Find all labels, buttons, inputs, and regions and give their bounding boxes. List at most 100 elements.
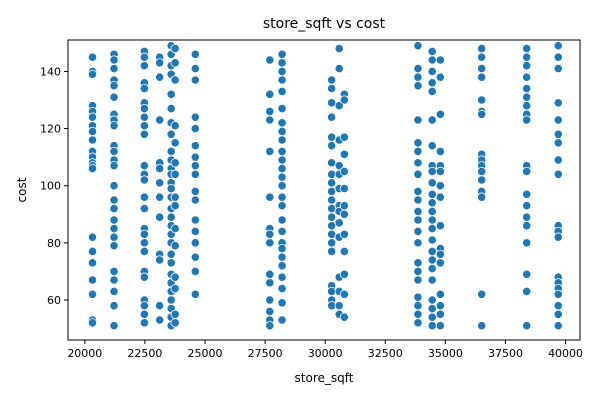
data-point (277, 243, 287, 254)
data-point (435, 55, 445, 65)
data-point (327, 169, 337, 179)
data-point (522, 212, 532, 222)
data-point (170, 75, 180, 85)
data-point (522, 52, 532, 62)
data-point (109, 121, 119, 131)
data-point (277, 215, 287, 225)
data-point (265, 146, 275, 157)
data-point (155, 212, 165, 222)
data-point (139, 52, 149, 62)
data-point (109, 146, 119, 157)
data-point (435, 72, 445, 82)
data-point (190, 141, 200, 151)
data-point (413, 301, 423, 311)
data-point (166, 89, 176, 99)
data-point (265, 55, 275, 65)
data-point (413, 115, 423, 125)
data-point (166, 129, 176, 139)
data-point (522, 189, 532, 199)
data-point (477, 72, 487, 82)
data-point (109, 195, 119, 205)
x-tick-label: 25000 (188, 347, 223, 360)
data-point (139, 318, 149, 328)
data-point (139, 238, 149, 248)
data-point (435, 258, 445, 268)
data-point (190, 289, 200, 299)
data-point (327, 141, 337, 151)
data-point (87, 135, 98, 145)
data-point (170, 201, 180, 211)
data-point (170, 43, 180, 54)
data-point (427, 303, 437, 314)
data-point (427, 141, 437, 151)
data-point (553, 129, 563, 139)
data-point (155, 315, 165, 325)
x-tick-label: 30000 (308, 347, 343, 360)
data-point (139, 103, 149, 114)
data-point (553, 63, 563, 74)
data-point (277, 272, 287, 282)
data-point (553, 52, 563, 62)
data-point (139, 203, 149, 214)
data-point (265, 192, 275, 202)
data-point (139, 272, 149, 282)
data-point (109, 301, 119, 311)
data-points (87, 41, 563, 331)
data-point (327, 83, 337, 94)
data-point (87, 258, 98, 268)
data-point (155, 178, 165, 188)
y-axis: 60 80 100 120 140 (40, 65, 68, 307)
data-point (109, 92, 119, 102)
y-tick-label: 60 (47, 294, 61, 307)
data-point (435, 166, 445, 177)
data-point (435, 109, 445, 119)
data-point (339, 209, 349, 219)
data-point (427, 263, 437, 274)
data-point (327, 178, 337, 188)
chart-title: store_sqft vs cost (263, 16, 386, 32)
x-tick-label: 22500 (127, 347, 162, 360)
data-point (339, 269, 349, 279)
data-point (427, 255, 437, 265)
data-point (139, 246, 149, 257)
data-point (327, 98, 337, 108)
data-point (190, 161, 200, 171)
data-point (334, 101, 344, 111)
data-point (190, 152, 200, 162)
data-point (265, 89, 275, 99)
data-point (170, 192, 180, 202)
x-tick-label: 37500 (488, 347, 523, 360)
data-point (553, 169, 563, 179)
data-point (277, 58, 287, 68)
data-point (166, 258, 176, 268)
data-point (427, 321, 437, 331)
data-point (327, 246, 337, 257)
data-point (339, 95, 349, 105)
data-point (277, 298, 287, 308)
data-point (553, 115, 563, 125)
data-point (166, 212, 176, 222)
data-point (170, 318, 180, 328)
data-point (190, 266, 200, 277)
data-point (190, 252, 200, 262)
data-point (87, 69, 98, 79)
data-point (413, 318, 423, 328)
data-point (413, 292, 423, 302)
data-point (477, 95, 487, 105)
data-point (435, 289, 445, 299)
data-point (277, 201, 287, 211)
data-point (170, 283, 180, 294)
data-point (327, 286, 337, 297)
data-point (166, 249, 176, 259)
data-point (139, 121, 149, 131)
data-point (339, 312, 349, 322)
data-point (265, 306, 275, 317)
data-point (139, 192, 149, 202)
data-point (87, 112, 98, 122)
data-point (277, 261, 287, 271)
data-point (427, 86, 437, 97)
data-point (277, 86, 287, 97)
data-point (435, 192, 445, 202)
data-point (265, 321, 275, 331)
data-point (334, 63, 344, 74)
